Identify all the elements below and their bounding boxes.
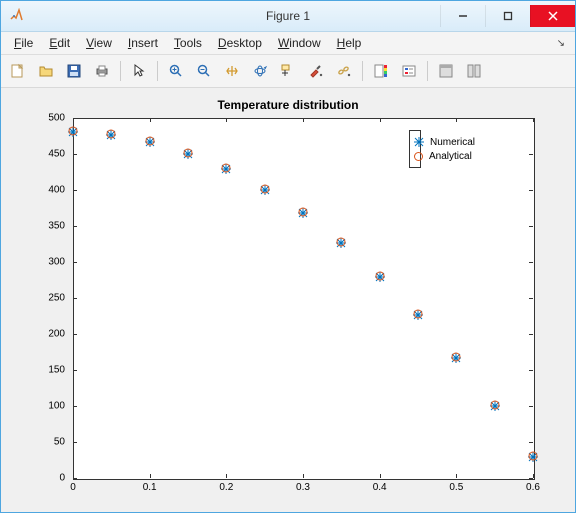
x-tick-mark: [533, 118, 534, 122]
dock-icon[interactable]: ↘: [553, 38, 569, 49]
link-icon[interactable]: [331, 58, 357, 84]
toolbar-separator: [120, 61, 121, 81]
y-tick-label: 100: [41, 401, 65, 412]
y-tick-mark: [73, 406, 77, 407]
pointer-icon[interactable]: [126, 58, 152, 84]
y-tick-mark: [73, 334, 77, 335]
menu-edit[interactable]: Edit: [42, 34, 77, 52]
print-icon[interactable]: [89, 58, 115, 84]
figure-window: Figure 1 FileEditViewInsertToolsDesktopW…: [0, 0, 576, 513]
y-tick-label: 500: [41, 113, 65, 124]
x-tick-mark: [456, 474, 457, 478]
minimize-button[interactable]: [440, 5, 485, 27]
x-tick-label: 0.1: [143, 482, 157, 493]
x-tick-label: 0: [70, 482, 76, 493]
x-tick-mark: [73, 118, 74, 122]
y-tick-label: 200: [41, 329, 65, 340]
open-icon[interactable]: [33, 58, 59, 84]
pan-icon[interactable]: [219, 58, 245, 84]
y-tick-label: 250: [41, 293, 65, 304]
toolbar-separator: [157, 61, 158, 81]
toolbar: [1, 55, 575, 88]
menu-desktop[interactable]: Desktop: [211, 34, 269, 52]
y-tick-label: 350: [41, 221, 65, 232]
y-tick-mark: [529, 226, 533, 227]
menu-insert[interactable]: Insert: [121, 34, 165, 52]
star-icon: [414, 137, 424, 147]
legend[interactable]: NumericalAnalytical: [409, 130, 421, 168]
menubar: FileEditViewInsertToolsDesktopWindowHelp…: [1, 32, 575, 55]
brush-icon[interactable]: [303, 58, 329, 84]
zoom-out-icon[interactable]: [191, 58, 217, 84]
y-tick-label: 400: [41, 185, 65, 196]
x-tick-mark: [303, 118, 304, 122]
zoom-in-icon[interactable]: [163, 58, 189, 84]
y-tick-mark: [73, 226, 77, 227]
legend-item-label: Numerical: [430, 137, 475, 148]
menu-window[interactable]: Window: [271, 34, 328, 52]
x-tick-label: 0.4: [373, 482, 387, 493]
legend-icon[interactable]: [396, 58, 422, 84]
matlab-icon: [9, 8, 25, 24]
y-tick-mark: [73, 154, 77, 155]
menu-tools[interactable]: Tools: [167, 34, 209, 52]
maximize-button[interactable]: [485, 5, 530, 27]
x-tick-mark: [380, 118, 381, 122]
y-tick-mark: [529, 154, 533, 155]
x-tick-label: 0.2: [219, 482, 233, 493]
y-tick-mark: [529, 334, 533, 335]
menu-file[interactable]: File: [7, 34, 40, 52]
x-tick-mark: [226, 118, 227, 122]
x-tick-label: 0.6: [526, 482, 540, 493]
y-tick-mark: [73, 262, 77, 263]
y-tick-mark: [529, 478, 533, 479]
y-tick-label: 300: [41, 257, 65, 268]
new-figure-icon[interactable]: [5, 58, 31, 84]
y-tick-mark: [73, 478, 77, 479]
y-tick-label: 450: [41, 149, 65, 160]
menu-view[interactable]: View: [79, 34, 119, 52]
x-tick-label: 0.3: [296, 482, 310, 493]
y-tick-mark: [73, 442, 77, 443]
hide-tools-icon[interactable]: [433, 58, 459, 84]
plot-area: Temperature distribution NumericalAnalyt…: [1, 88, 575, 512]
titlebar: Figure 1: [1, 1, 575, 32]
circle-icon: [414, 152, 423, 161]
x-tick-label: 0.5: [449, 482, 463, 493]
y-tick-mark: [529, 262, 533, 263]
x-tick-mark: [533, 474, 534, 478]
window-controls: [440, 5, 575, 27]
axes-box[interactable]: [73, 118, 535, 480]
show-tools-icon[interactable]: [461, 58, 487, 84]
legend-item-label: Analytical: [429, 151, 472, 162]
save-icon[interactable]: [61, 58, 87, 84]
y-tick-label: 0: [41, 473, 65, 484]
y-tick-mark: [73, 370, 77, 371]
menu-help[interactable]: Help: [330, 34, 369, 52]
y-tick-mark: [73, 190, 77, 191]
x-tick-mark: [226, 474, 227, 478]
y-tick-label: 150: [41, 365, 65, 376]
toolbar-separator: [362, 61, 363, 81]
y-tick-mark: [73, 298, 77, 299]
y-tick-mark: [529, 298, 533, 299]
y-tick-mark: [529, 406, 533, 407]
x-tick-mark: [380, 474, 381, 478]
chart-title: Temperature distribution: [1, 98, 575, 112]
y-tick-mark: [529, 190, 533, 191]
x-tick-mark: [73, 474, 74, 478]
y-tick-mark: [529, 370, 533, 371]
x-tick-mark: [150, 474, 151, 478]
x-tick-mark: [456, 118, 457, 122]
x-tick-mark: [303, 474, 304, 478]
toolbar-separator: [427, 61, 428, 81]
rotate3d-icon[interactable]: [247, 58, 273, 84]
y-tick-mark: [529, 442, 533, 443]
datacursor-icon[interactable]: [275, 58, 301, 84]
close-button[interactable]: [530, 5, 575, 27]
colorbar-icon[interactable]: [368, 58, 394, 84]
y-tick-label: 50: [41, 437, 65, 448]
x-tick-mark: [150, 118, 151, 122]
